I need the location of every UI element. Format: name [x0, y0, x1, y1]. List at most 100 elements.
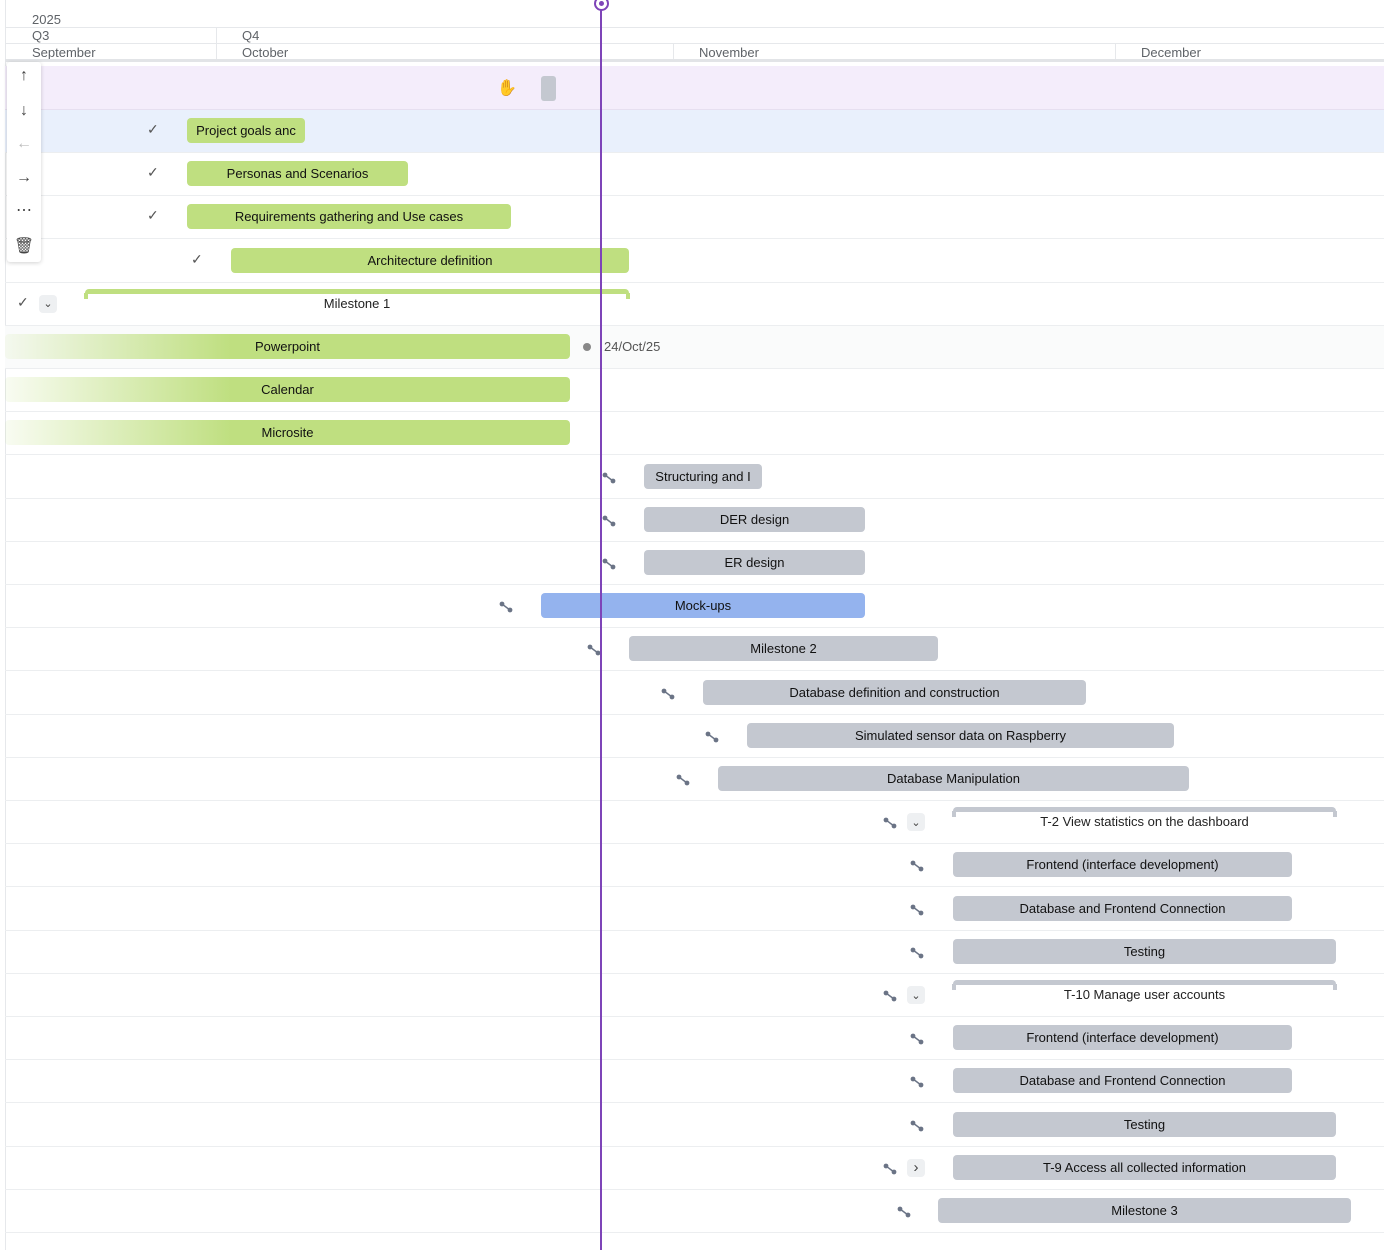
- dependency-link-icon[interactable]: [910, 946, 924, 959]
- dependency-link-icon[interactable]: [587, 643, 601, 656]
- task-row[interactable]: [5, 326, 1384, 369]
- arrow-down-icon[interactable]: ↓: [20, 102, 28, 119]
- task-row[interactable]: [5, 369, 1384, 413]
- chevron-right-icon[interactable]: ›: [907, 1158, 925, 1177]
- divider: [673, 44, 674, 60]
- task-row[interactable]: [5, 542, 1384, 585]
- task-bar[interactable]: Powerpoint: [5, 334, 570, 359]
- task-row[interactable]: [5, 628, 1384, 672]
- dependency-link-icon[interactable]: [499, 600, 513, 613]
- task-bar[interactable]: Testing: [953, 938, 1336, 964]
- task-bar[interactable]: Requirements gathering and Use cases: [187, 204, 511, 230]
- task-row[interactable]: [5, 585, 1384, 629]
- task-label: Testing: [1123, 943, 1166, 959]
- task-bar[interactable]: DER design: [644, 506, 865, 532]
- task-bar[interactable]: Database and Frontend Connection: [953, 1068, 1292, 1094]
- task-row[interactable]: [5, 715, 1384, 758]
- task-row[interactable]: [5, 758, 1384, 801]
- task-bar[interactable]: T-2 View statistics on the dashboard: [952, 807, 1337, 829]
- dependency-link-icon[interactable]: [883, 1162, 897, 1175]
- dependency-link-icon[interactable]: [602, 514, 616, 527]
- dependency-link-icon[interactable]: [676, 773, 690, 786]
- task-bar[interactable]: Database definition and construction: [703, 679, 1086, 705]
- task-bar[interactable]: T-10 Manage user accounts: [952, 980, 1337, 1002]
- task-bar[interactable]: ER design: [644, 550, 865, 575]
- dependency-link-icon[interactable]: [910, 1075, 924, 1088]
- task-row[interactable]: [5, 931, 1384, 974]
- arrow-left-icon[interactable]: ←: [16, 135, 32, 152]
- check-icon[interactable]: ✓: [147, 121, 159, 137]
- check-icon[interactable]: ✓: [191, 250, 203, 267]
- task-row[interactable]: [5, 1147, 1384, 1190]
- task-row[interactable]: [5, 499, 1384, 542]
- hand-icon[interactable]: ✋: [497, 80, 517, 97]
- drag-row[interactable]: ✋: [5, 66, 1384, 110]
- task-label: DER design: [719, 511, 790, 527]
- chevron-down-icon[interactable]: ⌄: [39, 294, 57, 313]
- task-row[interactable]: [5, 974, 1384, 1017]
- today-dot: [583, 343, 591, 351]
- task-row[interactable]: [5, 412, 1384, 456]
- task-row[interactable]: [5, 110, 1384, 153]
- task-row[interactable]: [5, 456, 1384, 499]
- task-bar[interactable]: Microsite: [5, 420, 570, 446]
- dependency-link-icon[interactable]: [661, 687, 675, 699]
- trash-icon[interactable]: 🗑: [13, 238, 35, 255]
- task-label: Powerpoint: [254, 339, 321, 354]
- dependency-link-icon[interactable]: [910, 903, 924, 915]
- task-row[interactable]: [5, 240, 1384, 283]
- arrow-up-icon[interactable]: ↑: [20, 67, 28, 84]
- dependency-link-icon[interactable]: [910, 1032, 924, 1045]
- dependency-link-icon[interactable]: [883, 816, 897, 829]
- dependency-link-icon[interactable]: [883, 989, 897, 1002]
- arrow-right-icon[interactable]: →: [16, 169, 32, 186]
- dependency-link-icon[interactable]: [705, 730, 719, 743]
- task-label: Database and Frontend Connection: [1019, 1073, 1226, 1089]
- task-bar[interactable]: Testing: [953, 1111, 1336, 1137]
- check-icon[interactable]: ✓: [147, 207, 159, 224]
- task-bar[interactable]: Architecture definition: [231, 247, 629, 273]
- dependency-link-icon[interactable]: [897, 1205, 911, 1218]
- task-bar[interactable]: Milestone 2: [629, 636, 938, 662]
- task-label: Personas and Scenarios: [226, 166, 369, 182]
- task-label: Testing: [1123, 1116, 1166, 1132]
- task-bar[interactable]: Frontend (interface development): [953, 1025, 1292, 1051]
- task-bar[interactable]: Project goals anc: [187, 118, 305, 143]
- dependency-link-icon[interactable]: [910, 859, 924, 872]
- task-row[interactable]: [5, 1060, 1384, 1104]
- drag-handle[interactable]: [541, 76, 556, 101]
- dependency-link-icon[interactable]: [602, 471, 616, 483]
- task-row[interactable]: [5, 888, 1384, 931]
- check-icon[interactable]: ✓: [147, 164, 159, 181]
- chevron-down-icon[interactable]: ⌄: [907, 986, 925, 1004]
- task-bar[interactable]: Milestone 1: [84, 288, 630, 311]
- task-bar[interactable]: Database and Frontend Connection: [953, 895, 1292, 921]
- task-bar[interactable]: Simulated sensor data on Raspberry: [747, 722, 1174, 748]
- task-bar[interactable]: Milestone 3: [938, 1198, 1351, 1223]
- task-bar[interactable]: Calendar: [5, 377, 570, 403]
- header-border: [5, 59, 1384, 62]
- task-row[interactable]: [5, 283, 1384, 326]
- task-bar[interactable]: Personas and Scenarios: [187, 161, 408, 187]
- task-row[interactable]: [5, 1017, 1384, 1061]
- task-bar[interactable]: T-9 Access all collected information: [953, 1154, 1336, 1180]
- chevron-down-icon[interactable]: ⌄: [907, 813, 925, 832]
- task-row[interactable]: [5, 1104, 1384, 1147]
- task-row[interactable]: [5, 153, 1384, 197]
- task-bar[interactable]: Structuring and I: [644, 463, 762, 489]
- task-row[interactable]: [5, 801, 1384, 845]
- task-label: Milestone 3: [1111, 1203, 1178, 1218]
- task-bar[interactable]: Frontend (interface development): [953, 852, 1292, 878]
- task-bar[interactable]: Database Manipulation: [718, 766, 1189, 791]
- today-marker[interactable]: [594, 0, 609, 11]
- task-row[interactable]: [5, 844, 1384, 888]
- more-icon[interactable]: ⋯: [16, 202, 32, 219]
- task-row[interactable]: [5, 1190, 1384, 1233]
- check-icon[interactable]: ✓: [17, 293, 29, 310]
- task-bar[interactable]: Mock-ups: [541, 593, 865, 619]
- task-row[interactable]: [5, 196, 1384, 240]
- task-row[interactable]: [5, 672, 1384, 715]
- task-label: Architecture definition: [367, 252, 493, 268]
- dependency-link-icon[interactable]: [602, 557, 616, 570]
- dependency-link-icon[interactable]: [910, 1119, 924, 1131]
